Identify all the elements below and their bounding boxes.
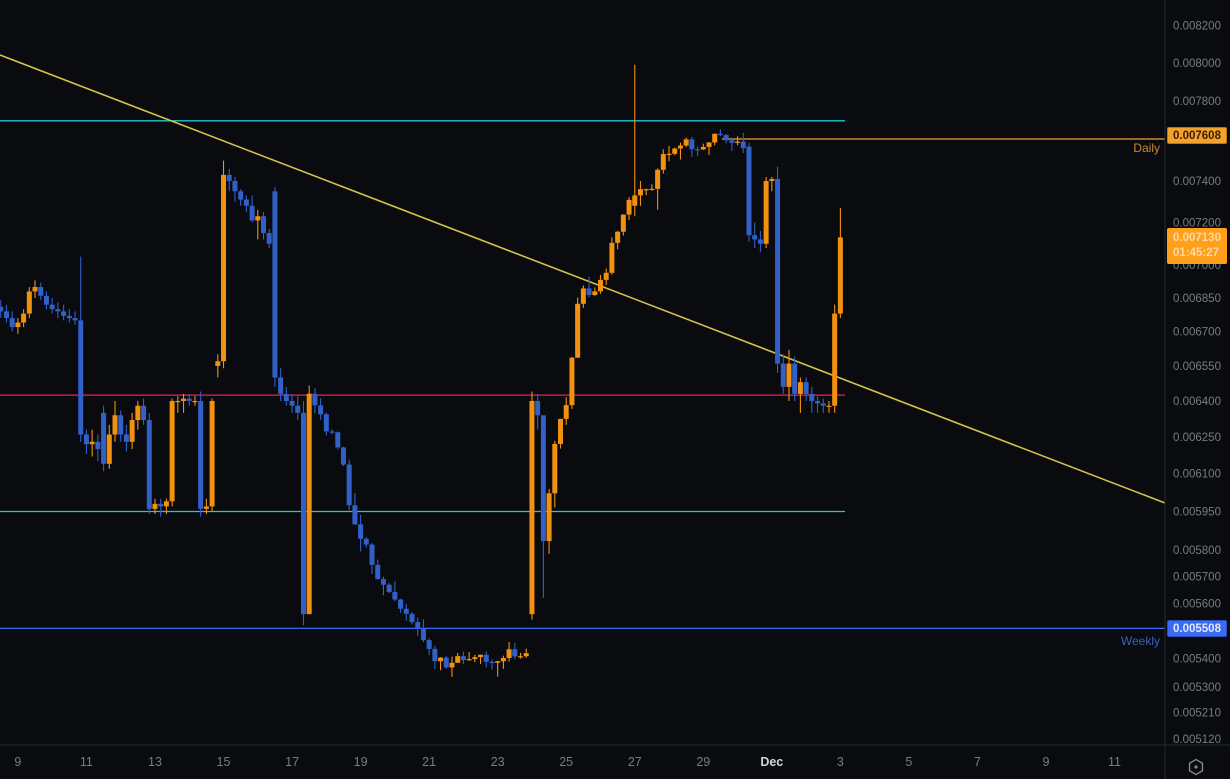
- svg-text:0.006850: 0.006850: [1173, 293, 1221, 305]
- svg-text:13: 13: [148, 755, 162, 769]
- svg-text:0.006100: 0.006100: [1173, 469, 1221, 481]
- svg-text:0.005600: 0.005600: [1173, 598, 1221, 610]
- svg-text:19: 19: [354, 755, 368, 769]
- svg-text:0.005800: 0.005800: [1173, 545, 1221, 557]
- svg-text:9: 9: [1043, 755, 1050, 769]
- svg-text:5: 5: [905, 755, 912, 769]
- svg-text:7: 7: [974, 755, 981, 769]
- svg-text:25: 25: [559, 755, 573, 769]
- svg-text:0.008000: 0.008000: [1173, 58, 1221, 70]
- svg-text:17: 17: [285, 755, 299, 769]
- svg-text:0.005950: 0.005950: [1173, 507, 1221, 519]
- svg-text:21: 21: [422, 755, 436, 769]
- svg-text:0.008200: 0.008200: [1173, 21, 1221, 33]
- svg-text:9: 9: [14, 755, 21, 769]
- svg-text:15: 15: [217, 755, 231, 769]
- svg-text:0.007800: 0.007800: [1173, 96, 1221, 108]
- svg-text:0.007400: 0.007400: [1173, 176, 1221, 188]
- svg-text:27: 27: [628, 755, 642, 769]
- svg-text:3: 3: [837, 755, 844, 769]
- svg-text:0.006550: 0.006550: [1173, 361, 1221, 373]
- svg-text:11: 11: [1108, 755, 1121, 769]
- svg-text:0.005300: 0.005300: [1173, 682, 1221, 694]
- svg-text:Dec: Dec: [760, 755, 783, 769]
- svg-text:0.005120: 0.005120: [1173, 734, 1221, 746]
- svg-text:0.005400: 0.005400: [1173, 653, 1221, 665]
- svg-text:0.006250: 0.006250: [1173, 432, 1221, 444]
- svg-text:0.006400: 0.006400: [1173, 396, 1221, 408]
- svg-text:29: 29: [696, 755, 710, 769]
- svg-text:23: 23: [491, 755, 505, 769]
- svg-text:11: 11: [80, 755, 93, 769]
- svg-text:0.005210: 0.005210: [1173, 708, 1221, 720]
- svg-text:0.006700: 0.006700: [1173, 327, 1221, 339]
- svg-text:0.005700: 0.005700: [1173, 572, 1221, 584]
